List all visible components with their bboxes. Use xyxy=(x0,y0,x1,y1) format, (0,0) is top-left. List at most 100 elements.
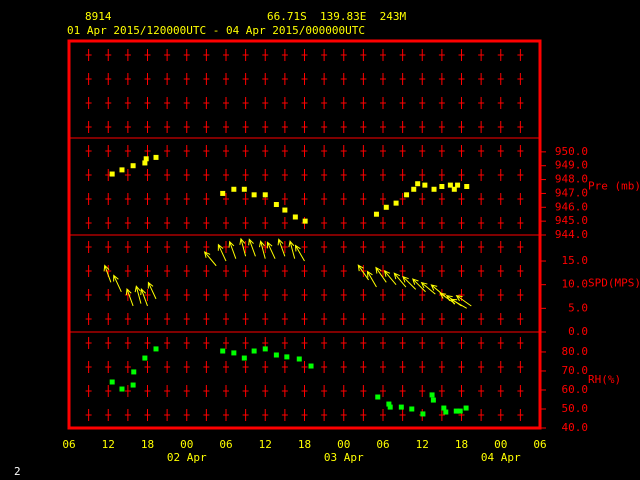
y-tick-label: 946.0 xyxy=(555,200,588,213)
data-point xyxy=(383,204,389,210)
data-point xyxy=(231,350,237,356)
data-point xyxy=(241,355,247,361)
x-tick-label: 18 xyxy=(298,438,311,451)
wind-arrow xyxy=(366,270,377,288)
data-point xyxy=(453,408,459,414)
wind-arrow xyxy=(134,285,142,304)
wind-arrow xyxy=(203,251,217,267)
y-tick-label: 5.0 xyxy=(568,301,588,314)
data-point xyxy=(273,352,279,358)
wind-arrow xyxy=(228,240,237,259)
data-point xyxy=(457,408,463,414)
wind-arrow xyxy=(420,281,436,295)
date-label: 03 Apr xyxy=(324,451,364,464)
data-point xyxy=(119,167,125,173)
y-tick-label: 15.0 xyxy=(562,254,589,267)
data-point xyxy=(262,192,268,198)
y-tick-label: 947.0 xyxy=(555,186,588,199)
y-tick-label: 0.0 xyxy=(568,325,588,338)
data-point xyxy=(142,160,148,166)
data-point xyxy=(220,190,226,196)
y-tick-label: 50.0 xyxy=(562,402,589,415)
date-label: 02 Apr xyxy=(167,451,207,464)
data-point xyxy=(398,404,404,410)
data-point xyxy=(411,186,417,192)
wind-arrow xyxy=(113,274,122,292)
x-tick-label: 18 xyxy=(455,438,468,451)
y-tick-label: 944.0 xyxy=(555,228,588,241)
data-point xyxy=(262,346,268,352)
y-tick-label: 948.0 xyxy=(555,173,588,186)
x-tick-label: 00 xyxy=(337,438,350,451)
wind-arrow xyxy=(411,278,426,293)
x-tick-label: 06 xyxy=(62,438,75,451)
x-tick-label: 12 xyxy=(259,438,272,451)
date-label: 04 Apr xyxy=(481,451,521,464)
data-point xyxy=(455,182,461,188)
data-point xyxy=(153,346,159,352)
data-point xyxy=(251,192,257,198)
wind-arrow xyxy=(383,270,397,286)
wind-arrow xyxy=(217,243,227,262)
x-tick-label: 06 xyxy=(219,438,232,451)
data-point xyxy=(375,394,381,400)
data-point xyxy=(109,379,115,385)
data-point xyxy=(451,186,457,192)
wind-arrow xyxy=(266,241,276,259)
data-point xyxy=(420,411,426,417)
data-point xyxy=(409,406,415,412)
wind-arrow xyxy=(258,240,266,259)
period: 01 Apr 2015/120000UTC - 04 Apr 2015/0000… xyxy=(67,24,365,37)
data-point xyxy=(284,354,290,360)
data-point xyxy=(447,182,453,188)
y-tick-label: 60.0 xyxy=(562,383,589,396)
data-point xyxy=(119,386,125,392)
page-number: 2 xyxy=(14,465,21,478)
data-point xyxy=(404,192,410,198)
y-tick-label: 950.0 xyxy=(555,145,588,158)
station-location: 66.71S 139.83E 243M xyxy=(267,10,406,23)
data-point xyxy=(143,156,149,162)
wind-arrow xyxy=(294,244,305,262)
grid xyxy=(69,49,540,422)
data-point xyxy=(430,397,436,403)
data-point xyxy=(282,207,288,213)
y-axis-label: Pre (mb) xyxy=(588,180,640,193)
data-point xyxy=(241,186,247,192)
data-point xyxy=(441,405,447,411)
data-point xyxy=(415,181,421,187)
data-point xyxy=(443,409,449,415)
data-point xyxy=(431,186,437,192)
data-point xyxy=(373,211,379,217)
y-tick-label: 949.0 xyxy=(555,159,588,172)
data-point xyxy=(220,348,226,354)
data-point xyxy=(463,405,469,411)
wind-arrow xyxy=(248,238,256,257)
x-tick-label: 00 xyxy=(494,438,507,451)
data-point xyxy=(308,363,314,369)
wind-arrow xyxy=(140,287,148,307)
y-tick-label: 80.0 xyxy=(562,345,589,358)
wind-arrow xyxy=(239,237,247,257)
x-tick-label: 12 xyxy=(102,438,115,451)
data-point xyxy=(387,404,393,410)
x-tick-label: 00 xyxy=(180,438,193,451)
wind-arrow xyxy=(277,238,286,257)
data-point xyxy=(292,214,298,220)
data-point xyxy=(130,163,136,169)
data-point xyxy=(130,382,136,388)
data-point xyxy=(422,182,428,188)
data-point xyxy=(131,369,137,375)
y-tick-label: 945.0 xyxy=(555,214,588,227)
data-point xyxy=(393,200,399,206)
wind-arrow xyxy=(357,264,370,281)
x-tick-label: 06 xyxy=(533,438,546,451)
data-point xyxy=(231,186,237,192)
data-point xyxy=(302,218,308,224)
data-point xyxy=(464,184,470,189)
data-point xyxy=(251,348,257,354)
x-tick-label: 18 xyxy=(141,438,154,451)
wind-arrow xyxy=(393,272,407,288)
wind-arrow xyxy=(147,281,157,300)
y-tick-label: 10.0 xyxy=(562,278,589,291)
